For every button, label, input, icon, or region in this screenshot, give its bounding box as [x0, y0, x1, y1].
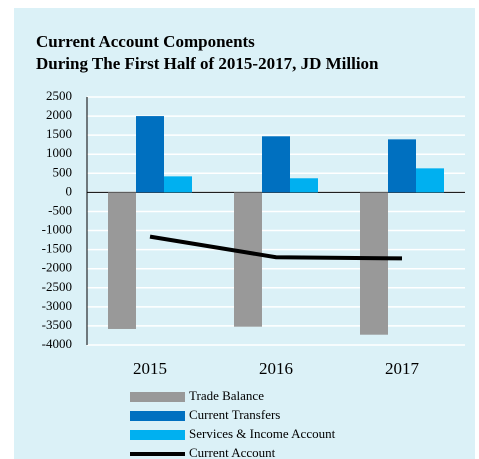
y-tick-label: -2500: [42, 279, 72, 294]
y-tick-label: 500: [53, 164, 73, 179]
y-tick-label: -3500: [42, 317, 72, 332]
line: [149, 234, 403, 261]
legend-swatch: [130, 392, 185, 402]
legend-label: Current Transfers: [189, 407, 280, 422]
bar: [388, 139, 416, 193]
y-tick-label: 0: [66, 183, 73, 198]
chart-title: Current Account Components: [36, 32, 255, 51]
bar: [290, 178, 318, 193]
bar: [136, 116, 164, 193]
y-tick-label: -4000: [42, 336, 72, 351]
bar: [262, 136, 290, 193]
legend-label: Trade Balance: [189, 388, 264, 403]
y-tick-label: 1500: [46, 126, 72, 141]
bar: [108, 192, 136, 329]
y-tick-label: -2000: [42, 260, 72, 275]
x-tick-label: 2017: [385, 359, 420, 378]
legend-swatch: [130, 411, 185, 421]
legend-label: Services & Income Account: [189, 426, 336, 441]
y-tick-label: 2500: [46, 88, 72, 103]
bar: [360, 192, 388, 335]
bar: [416, 168, 444, 193]
x-tick-label: 2015: [133, 359, 167, 378]
bar: [164, 176, 192, 193]
y-tick-label: -3000: [42, 298, 72, 313]
chart-subtitle: During The First Half of 2015-2017, JD M…: [36, 54, 379, 73]
y-tick-label: -1500: [42, 241, 72, 256]
y-tick-label: 1000: [46, 145, 72, 160]
x-tick-label: 2016: [259, 359, 293, 378]
y-tick-label: -1000: [42, 222, 72, 237]
bar: [234, 192, 262, 327]
legend-label: Current Account: [189, 445, 276, 459]
y-tick-label: -500: [48, 202, 72, 217]
legend-swatch: [130, 430, 185, 440]
y-tick-label: 2000: [46, 107, 72, 122]
